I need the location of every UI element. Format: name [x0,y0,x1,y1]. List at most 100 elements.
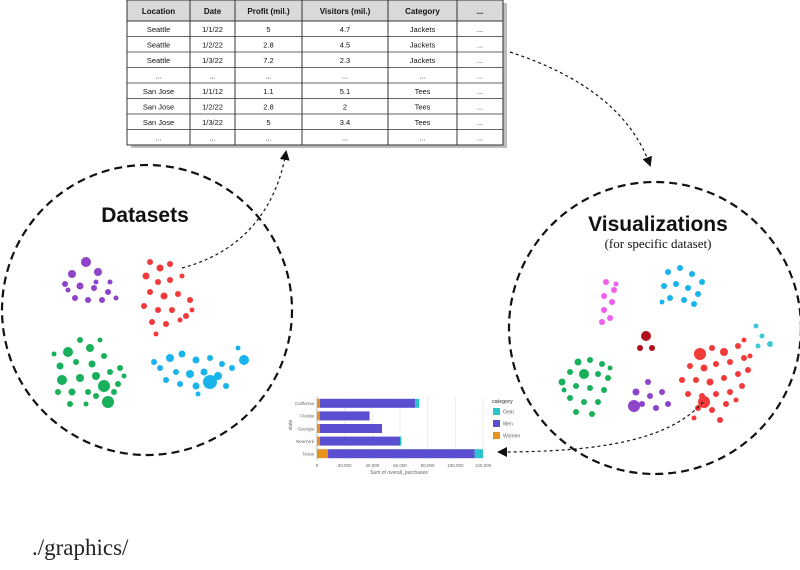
red-viz-cluster-point [713,361,719,367]
table-cell: ... [419,72,425,81]
red-cluster-point [142,272,150,280]
green-viz-cluster-point [607,365,613,371]
red-viz-cluster-point [698,396,710,408]
arrow-table-to-visualizations [509,51,652,167]
chart-x-tick-label: 120,000 [475,463,492,468]
cyan-cluster-point [163,377,169,383]
table-cell: ... [477,72,483,81]
visualizations-circle [507,180,800,476]
table-cell: 1.1 [263,87,273,96]
table-cell: ... [265,134,271,143]
red-cluster-point [149,319,155,325]
table-cell: ... [155,134,161,143]
red-viz-cluster-point [733,397,739,403]
green-cluster-point [121,373,127,379]
darkred-cluster-point [641,331,651,341]
purple-cluster-point [62,281,68,287]
darkred-cluster-point [649,345,655,351]
green-cluster-point [98,380,110,392]
table-cell: ... [342,134,348,143]
red-viz-cluster-point [735,343,741,349]
green-cluster-point [56,362,64,370]
table-cell: ... [342,72,348,81]
green-cluster-point [86,344,94,352]
red-viz-cluster-point [700,364,708,372]
chart-legend-title: category [492,399,513,405]
red-cluster-point [155,307,161,313]
teal-cluster-point [755,343,761,349]
table-cell: 4.7 [340,25,350,34]
green-viz-cluster-point [573,409,579,415]
table-cell: 5.1 [340,87,350,96]
purple-cluster-point [85,297,91,303]
table-cell: 1/1/22 [202,25,223,34]
purple-cluster-point [76,282,84,290]
table-cell: Jackets [410,56,436,65]
red-viz-cluster-point [727,359,733,365]
table-cell: 2.3 [340,56,350,65]
cyan-cluster-point [203,375,217,389]
bar-segment-men [319,436,400,446]
purple-cluster-point [107,279,113,285]
red-viz-cluster-point [739,383,745,389]
legend-label: Women [503,434,520,440]
purple-cluster-point [94,268,102,276]
red-viz-cluster-point [679,377,685,383]
teal-cluster-point [767,341,773,347]
purple-viz-cluster-point [639,401,645,407]
cyan-cluster-point [223,383,229,389]
red-viz-cluster-point [709,407,715,413]
red-viz-cluster-point [745,367,751,373]
table-cell: Jackets [410,25,436,34]
red-cluster-point [141,303,147,309]
green-cluster-point [88,360,96,368]
red-cluster-point [175,291,181,297]
red-viz-cluster-point [717,417,723,423]
chart-x-tick-label: 0 [316,463,319,468]
chart-legend: category Gear Men Women [492,399,520,440]
cyan-viz-cluster-point [667,295,673,301]
table-cell: ... [477,41,483,50]
red-cluster-point [187,297,193,303]
table-cell: ... [477,118,483,127]
table-cell: 2 [343,103,347,112]
bar-segment-men [319,398,416,408]
bar-segment-gear [400,436,402,446]
green-viz-cluster-point [595,399,601,405]
chart-x-tick-label: 60,000 [393,463,407,468]
green-cluster-point [83,401,89,407]
table-cell: ... [477,56,483,65]
cyan-viz-cluster-point [685,285,691,291]
green-viz-cluster-point [599,361,605,367]
magenta-cluster-point [607,315,613,321]
cyan-viz-cluster-point [695,291,701,297]
table-grid [127,0,503,145]
cyan-viz-cluster-point [665,269,671,275]
green-viz-cluster-point [574,358,582,366]
green-cluster-point [93,393,99,399]
table-cell: 1/3/22 [202,56,223,65]
red-cluster-point [179,273,185,279]
table-cell: San Jose [143,118,174,127]
cyan-cluster-point [178,350,186,358]
darkred-cluster-point [637,345,643,351]
red-viz-cluster-point [706,378,714,386]
table-cell: 1/2/22 [202,103,223,112]
cyan-cluster-point [157,365,163,371]
green-cluster-point [117,365,123,371]
red-viz-cluster-point [735,371,741,377]
chart-x-axis-title: Sum of overall_purchases [370,470,428,476]
purple-cluster-point [93,279,99,285]
table-header-cell: Location [142,7,175,16]
chart-y-axis-title: state [288,419,294,430]
green-cluster-point [67,401,73,407]
chart-x-tick-label: 20,000 [338,463,352,468]
table-cell: Tees [415,118,431,127]
table-cell: Seattle [147,25,170,34]
green-viz-cluster-point [587,385,593,391]
table-cell: Seattle [147,41,170,50]
purple-viz-cluster-point [628,400,640,412]
red-viz-cluster-point [723,401,729,407]
cyan-viz-cluster-point [689,271,695,277]
table-cell: 4.5 [340,41,350,50]
